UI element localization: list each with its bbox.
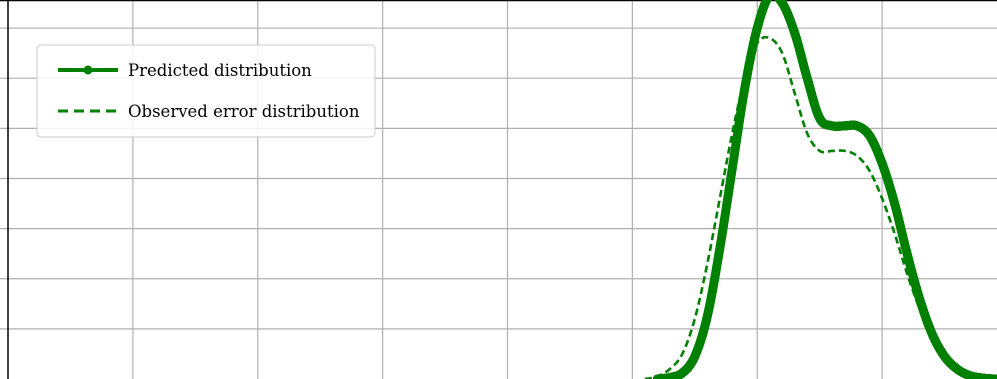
legend-swatch-predicted-marker: [83, 65, 93, 75]
series-line-observed: [644, 35, 997, 379]
legend-label-observed: Observed error distribution: [128, 102, 360, 121]
legend-box: [36, 44, 376, 138]
legend: Predicted distribution Observed error di…: [36, 44, 376, 138]
legend-label-predicted: Predicted distribution: [128, 61, 312, 80]
series-layer: [644, 0, 997, 379]
